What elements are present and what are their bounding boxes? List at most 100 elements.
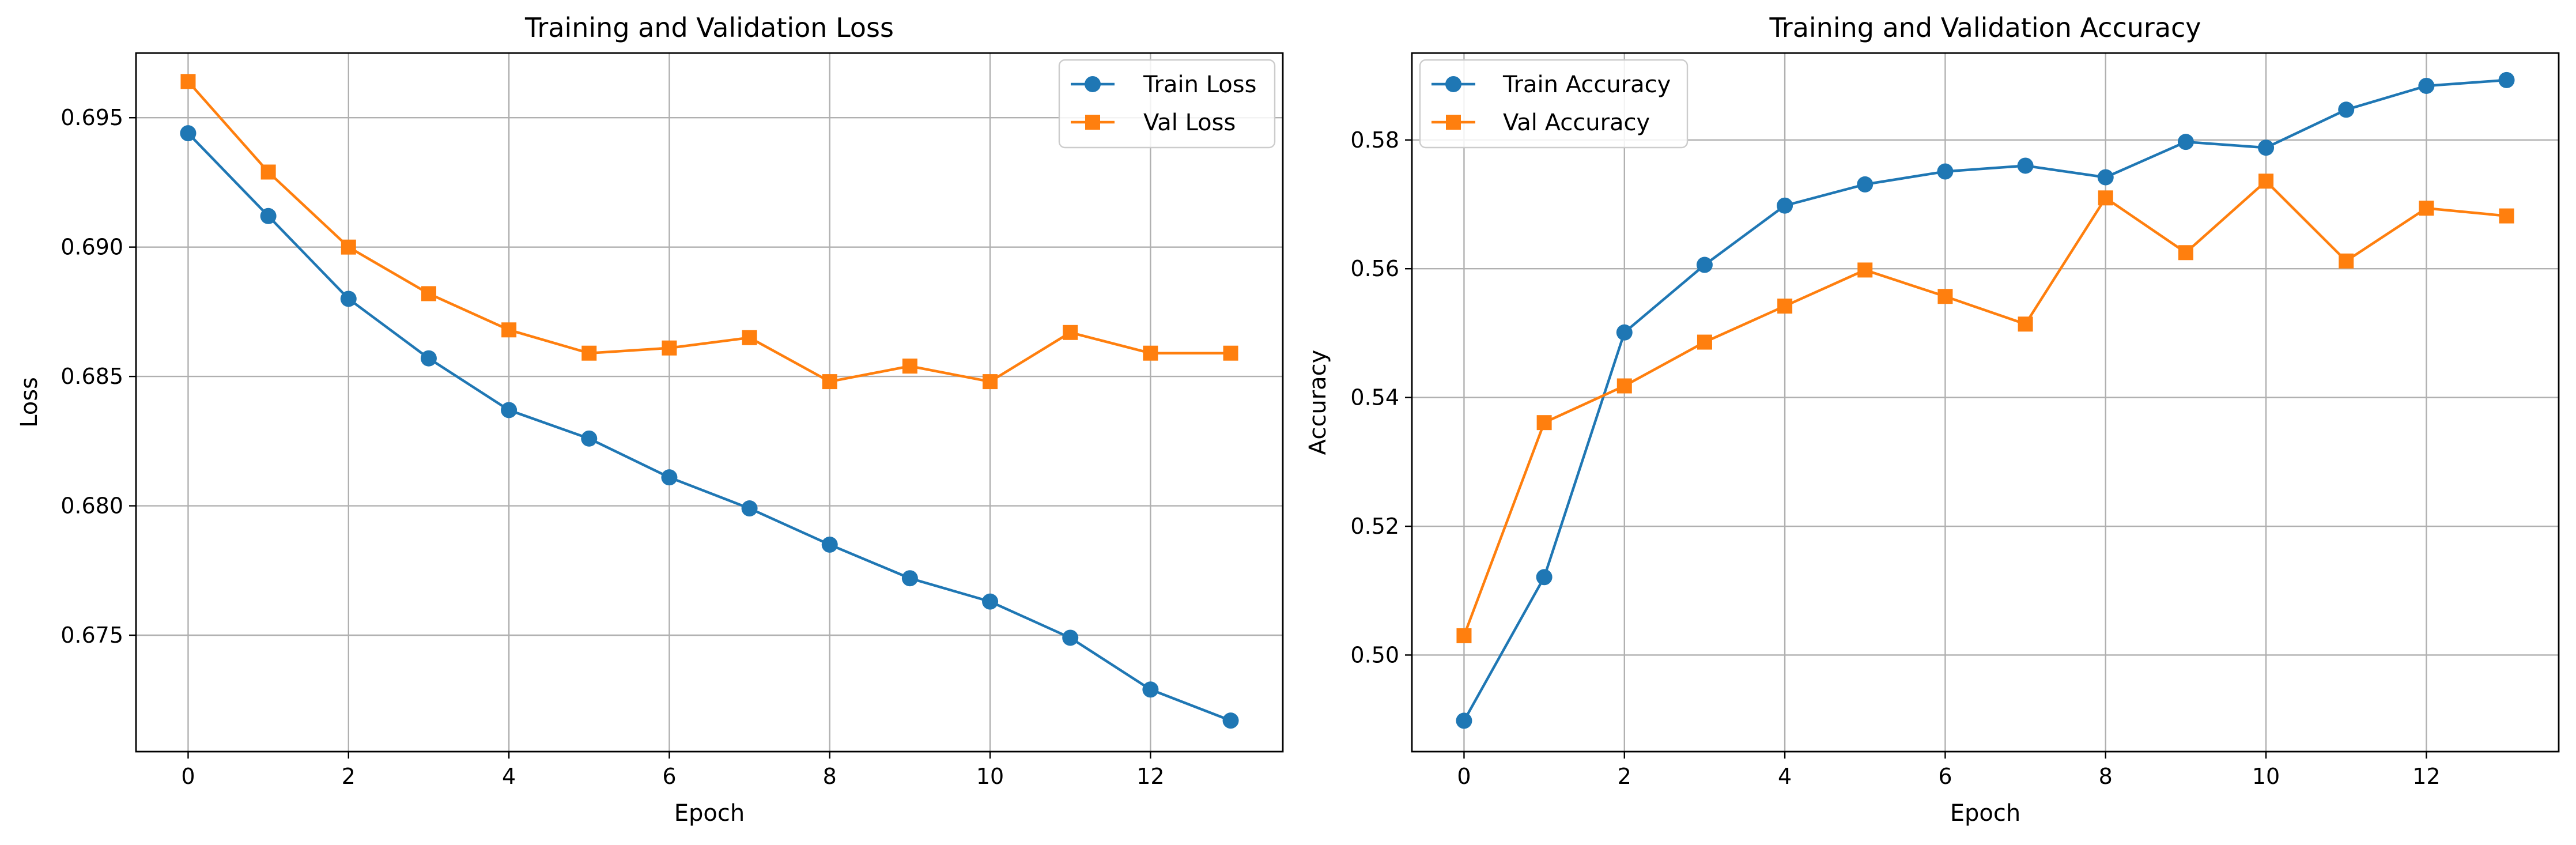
accuracy-y-tick-label: 0.52 [1350, 514, 1399, 539]
accuracy-point-val [2419, 201, 2434, 216]
accuracy-point-val [1777, 299, 1793, 314]
accuracy-chart-panel: 0 2 4 6 8 10 12 0.50 0.52 0.54 0.56 0.58 Training … [1305, 12, 2560, 827]
accuracy-point-train [1536, 569, 1553, 586]
accuracy-point-val [1697, 334, 1712, 350]
loss-y-tick-label: 0.685 [61, 364, 123, 389]
loss-legend-label-train: Train Loss [1143, 71, 1256, 98]
loss-point-train [741, 500, 758, 517]
accuracy-x-tick-label: 8 [2099, 764, 2113, 789]
loss-point-val [581, 345, 597, 361]
loss-x-ticks: 0 2 4 6 8 10 12 [181, 752, 1165, 789]
loss-point-val [902, 359, 917, 374]
loss-point-val [1223, 345, 1238, 361]
loss-point-train [501, 402, 518, 418]
accuracy-point-train [2017, 157, 2034, 174]
accuracy-x-tick-label: 12 [2412, 764, 2440, 789]
loss-point-train [982, 593, 999, 610]
loss-point-val [983, 374, 998, 390]
accuracy-series-line-train [1463, 78, 2507, 722]
loss-point-train [260, 208, 277, 224]
loss-x-tick-label: 4 [502, 764, 516, 789]
accuracy-x-tick-label: 6 [1938, 764, 1952, 789]
loss-legend-marker-train [1085, 76, 1101, 92]
loss-y-tick-label: 0.690 [61, 235, 123, 260]
loss-point-train [661, 469, 678, 486]
accuracy-point-val [1536, 415, 1552, 431]
accuracy-point-train [1777, 197, 1793, 214]
loss-y-tick-label: 0.695 [61, 105, 123, 130]
accuracy-legend-box [1419, 59, 1689, 149]
loss-point-train [581, 430, 598, 447]
accuracy-point-train [1696, 256, 1713, 273]
accuracy-point-train [2338, 101, 2355, 118]
loss-x-tick-label: 8 [823, 764, 837, 789]
loss-chart-title: Training and Validation Loss [524, 12, 894, 43]
loss-plot-frame [135, 52, 1284, 753]
loss-x-axis-label: Epoch [674, 800, 745, 827]
loss-point-train [821, 536, 838, 553]
loss-series-line-val [187, 80, 1231, 383]
loss-y-axis-label: Loss [16, 377, 43, 428]
accuracy-point-val [2018, 316, 2033, 332]
accuracy-plot-frame [1411, 52, 2560, 753]
accuracy-x-tick-label: 2 [1618, 764, 1631, 789]
loss-point-train [1062, 629, 1079, 646]
accuracy-point-val [1937, 289, 1953, 304]
loss-point-train [901, 570, 918, 587]
accuracy-point-train [2177, 134, 2194, 150]
accuracy-point-train [2258, 139, 2275, 156]
accuracy-point-val [1857, 262, 1873, 278]
loss-point-val [501, 322, 517, 338]
accuracy-y-tick-label: 0.54 [1350, 385, 1399, 410]
accuracy-point-train [2498, 71, 2515, 88]
accuracy-legend-marker-val [1446, 115, 1461, 130]
loss-point-val [180, 74, 196, 89]
loss-point-val [260, 164, 276, 180]
accuracy-series-group [1456, 71, 2515, 729]
accuracy-y-ticks: 0.50 0.52 0.54 0.56 0.58 [1350, 127, 1412, 667]
loss-point-val [742, 330, 757, 345]
accuracy-legend-label-val: Val Accuracy [1503, 110, 1650, 136]
loss-x-tick-label: 6 [662, 764, 676, 789]
accuracy-point-val [1616, 378, 1632, 394]
loss-point-val [662, 340, 677, 356]
accuracy-y-axis-label: Accuracy [1305, 350, 1331, 455]
loss-x-tick-label: 12 [1136, 764, 1164, 789]
loss-legend-box [1058, 59, 1276, 149]
loss-point-val [341, 239, 356, 255]
accuracy-x-ticks: 0 2 4 6 8 10 12 [1457, 752, 2441, 789]
accuracy-x-tick-label: 0 [1457, 764, 1471, 789]
loss-point-train [1222, 712, 1239, 729]
accuracy-legend-label-train: Train Accuracy [1502, 71, 1671, 98]
loss-point-val [421, 286, 436, 301]
accuracy-x-tick-label: 4 [1778, 764, 1792, 789]
accuracy-point-train [1857, 176, 1874, 193]
loss-point-train [1142, 681, 1159, 698]
loss-grid [136, 53, 1283, 752]
loss-x-tick-label: 10 [976, 764, 1004, 789]
accuracy-point-train [2097, 169, 2114, 186]
accuracy-point-train [1616, 324, 1633, 341]
accuracy-point-train [2418, 77, 2435, 94]
accuracy-point-train [1937, 163, 1954, 180]
accuracy-legend-marker-train [1445, 76, 1461, 92]
accuracy-series-line-val [1463, 180, 2507, 636]
loss-point-val [822, 374, 837, 390]
loss-legend: Train Loss Val Loss [1058, 59, 1276, 149]
loss-point-train [420, 350, 437, 367]
accuracy-y-tick-label: 0.50 [1350, 642, 1399, 667]
accuracy-point-val [1456, 628, 1472, 643]
loss-point-train [180, 125, 197, 142]
accuracy-y-tick-label: 0.58 [1350, 127, 1399, 153]
accuracy-point-train [1456, 712, 1472, 729]
loss-point-val [1143, 345, 1158, 361]
accuracy-point-val [2258, 173, 2274, 189]
loss-legend-label-val: Val Loss [1143, 110, 1236, 136]
loss-y-tick-label: 0.680 [61, 493, 123, 519]
accuracy-x-tick-label: 10 [2252, 764, 2280, 789]
accuracy-point-val [2499, 208, 2514, 224]
accuracy-point-val [2178, 245, 2193, 261]
accuracy-x-axis-label: Epoch [1950, 800, 2020, 827]
accuracy-point-val [2339, 253, 2354, 269]
